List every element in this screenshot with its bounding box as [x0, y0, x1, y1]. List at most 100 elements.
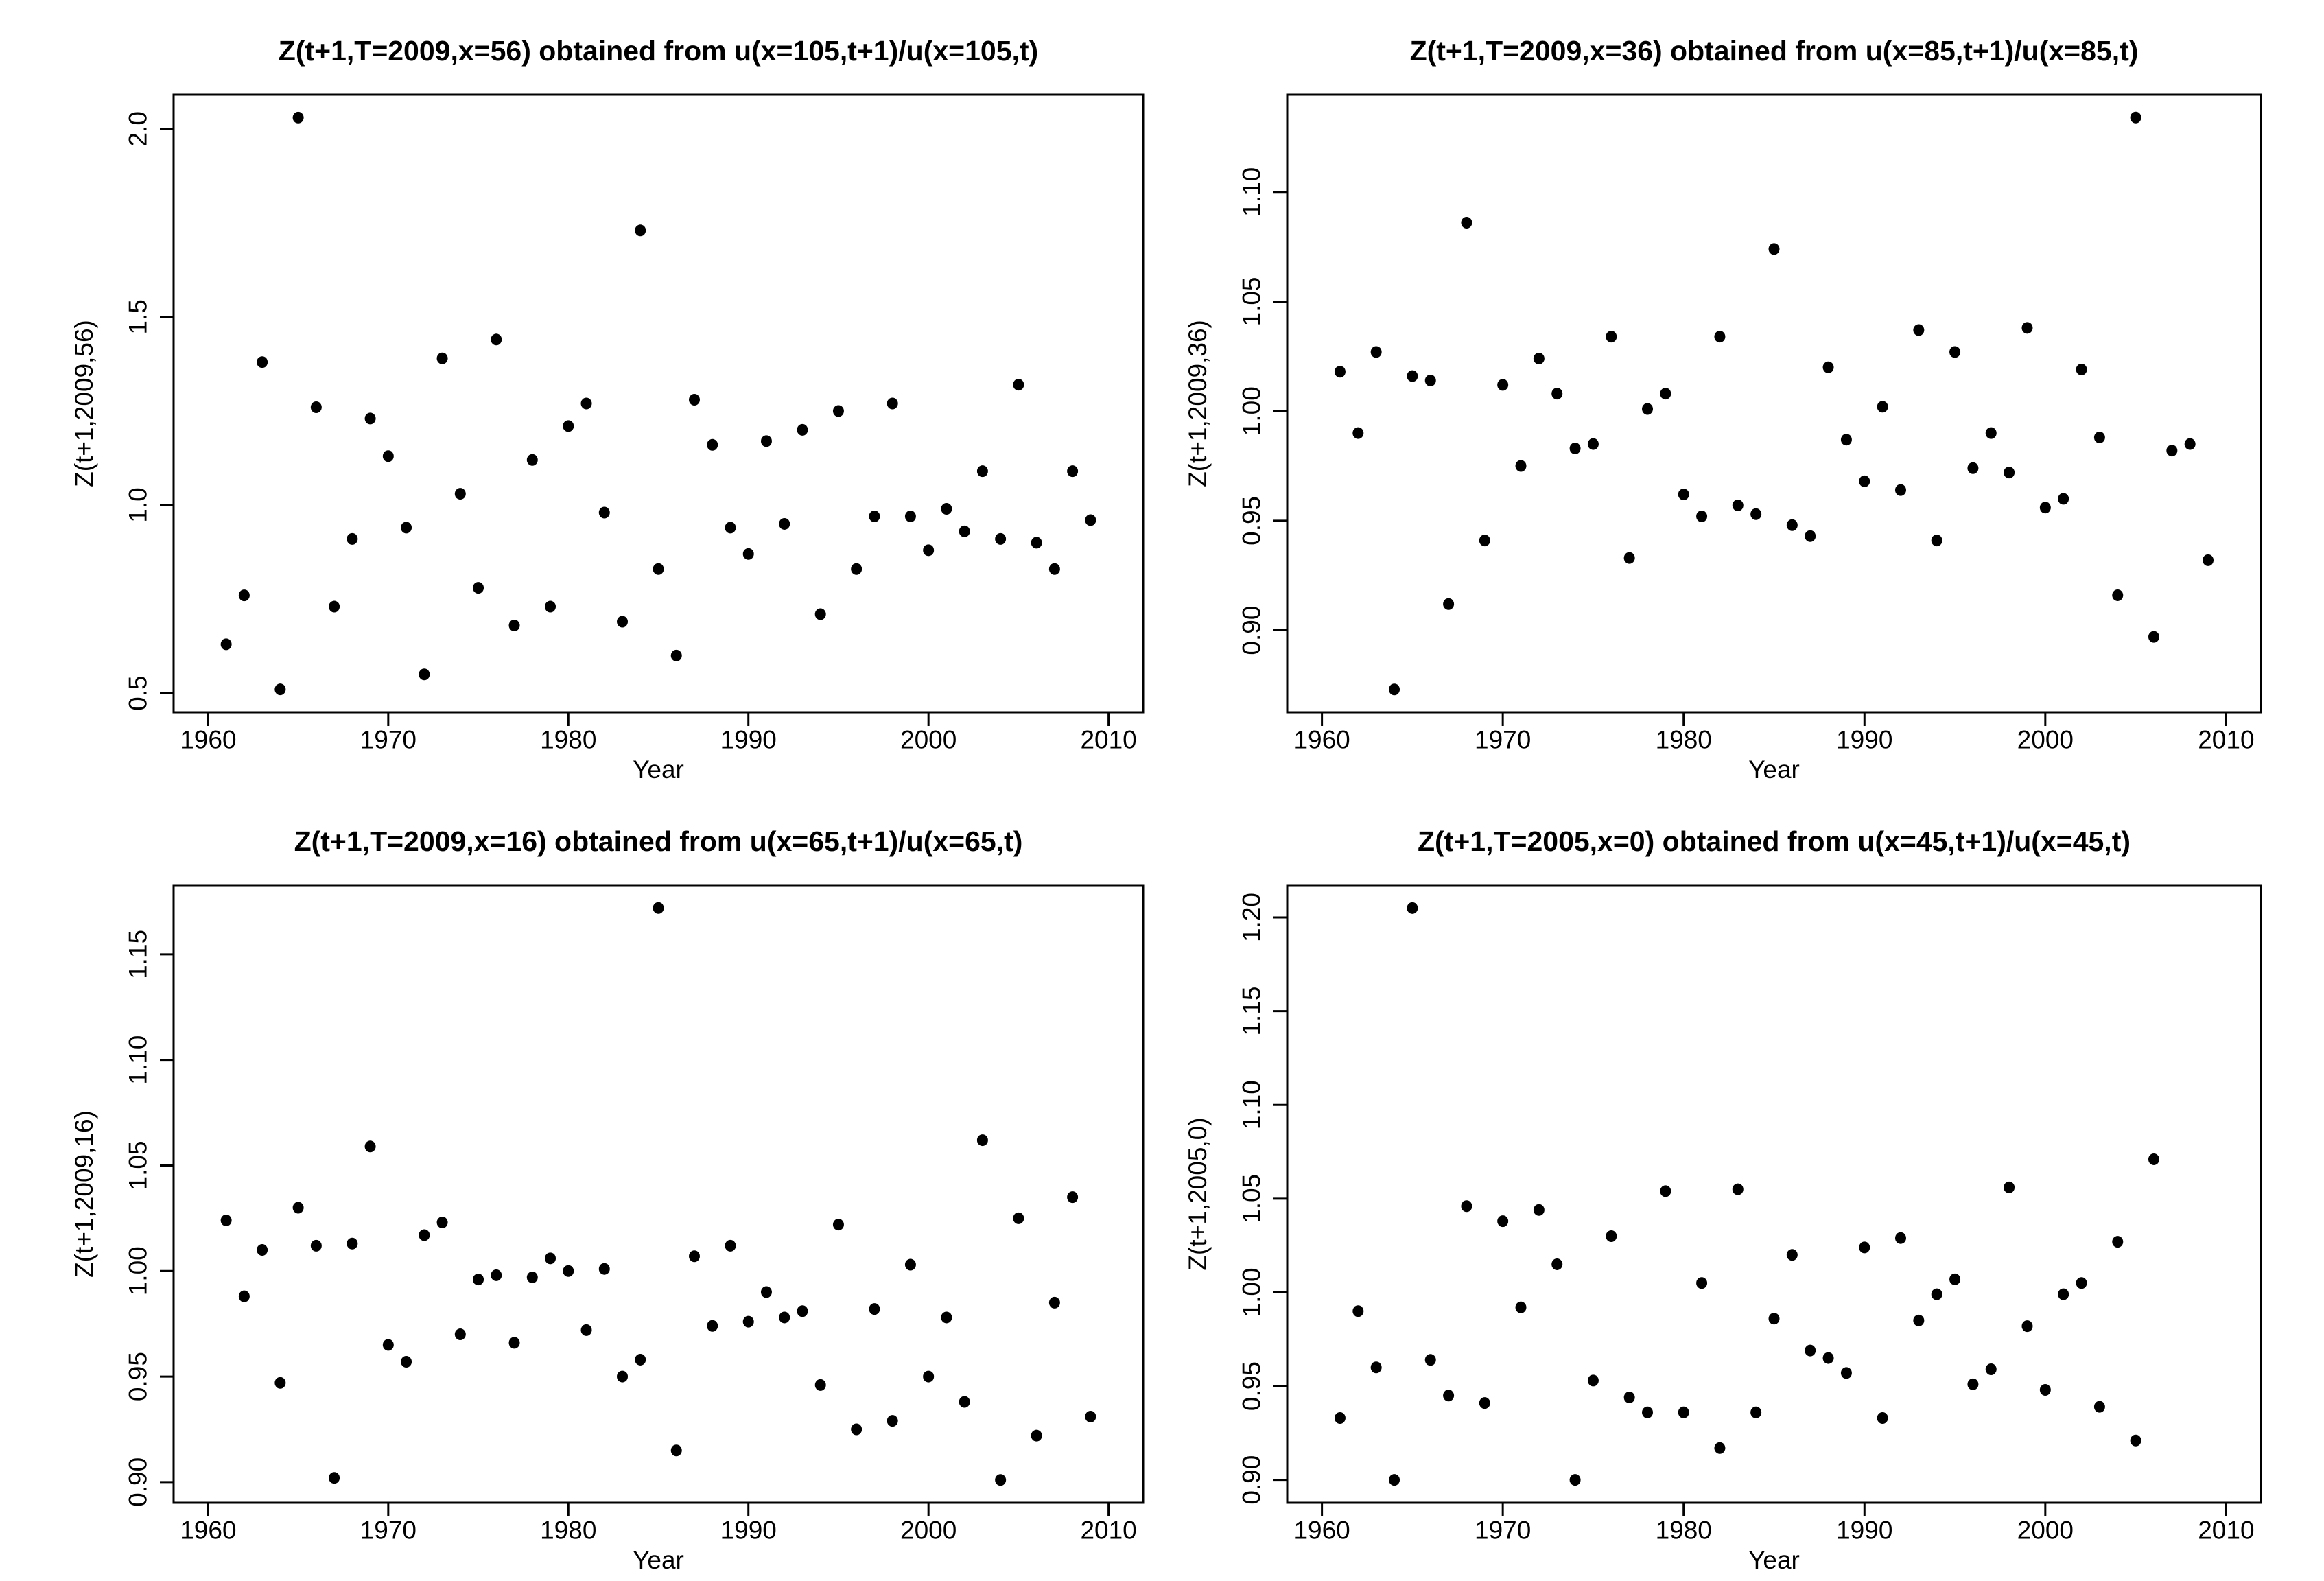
- data-point: [887, 1415, 898, 1427]
- y-tick-label: 2.0: [124, 111, 152, 146]
- data-point: [1660, 1185, 1671, 1197]
- data-point: [1479, 535, 1490, 547]
- x-axis-title: Year: [1748, 756, 1800, 784]
- data-point: [2112, 589, 2124, 601]
- data-point: [1551, 1258, 1563, 1270]
- data-point: [329, 1472, 340, 1484]
- data-point: [941, 1311, 952, 1324]
- y-tick-label: 0.95: [124, 1352, 152, 1401]
- data-point: [1334, 366, 1346, 378]
- data-point: [869, 510, 880, 522]
- data-point: [1805, 1344, 1816, 1357]
- data-point: [2058, 1288, 2069, 1300]
- data-point: [1805, 530, 1816, 542]
- plot-title: Z(t+1,T=2009,x=36) obtained from u(x=85,…: [1409, 35, 2139, 67]
- data-point: [1461, 217, 1472, 229]
- data-point: [473, 1274, 484, 1286]
- x-tick-label: 1980: [1656, 1516, 1712, 1545]
- data-point: [832, 1219, 844, 1231]
- data-point: [670, 649, 682, 661]
- data-point: [310, 401, 322, 413]
- data-point: [2184, 438, 2196, 450]
- data-point: [419, 1229, 430, 1241]
- data-point: [1840, 434, 1852, 446]
- data-point: [707, 438, 718, 451]
- plot-box: [1286, 884, 2262, 1504]
- data-point: [292, 1202, 304, 1214]
- data-point: [670, 1444, 682, 1457]
- scatter-plot-area: 1960 1970 1980 1990 2000 2010 0.90 0.95 1.00 1.05…: [1238, 93, 2262, 754]
- data-point: [688, 394, 700, 406]
- x-tick-label: 2000: [2017, 1516, 2074, 1545]
- data-point: [1949, 1273, 1961, 1285]
- scatter-panel-top-left: Z(t+1,T=2009,x=56) obtained from u(x=105…: [0, 0, 1162, 790]
- data-point: [2093, 1401, 2105, 1413]
- data-point: [1931, 1288, 1942, 1300]
- data-point: [1067, 465, 1079, 478]
- data-point: [1085, 1411, 1096, 1423]
- data-point: [1048, 563, 1060, 575]
- data-point: [1985, 1363, 1997, 1375]
- data-point: [1013, 379, 1024, 391]
- data-point: [1407, 370, 1418, 382]
- scatter-panel-top-right: Z(t+1,T=2009,x=36) obtained from u(x=85,…: [1162, 0, 2324, 790]
- data-point: [1515, 460, 1527, 472]
- y-tick-label: 0.90: [1238, 606, 1266, 655]
- data-point: [1660, 388, 1671, 400]
- data-point: [869, 1303, 880, 1315]
- plot-box: [172, 884, 1145, 1504]
- scatter-plot-area: 1960 1970 1980 1990 2000 2010 0.5 1.0 1.5 2.0: [124, 93, 1145, 754]
- data-point: [2039, 502, 2051, 514]
- data-point: [742, 1315, 754, 1328]
- data-point: [454, 1328, 466, 1341]
- data-point: [1877, 401, 1888, 413]
- x-tick-label: 1980: [540, 726, 596, 754]
- data-point: [1424, 374, 1436, 386]
- data-point: [2148, 631, 2159, 643]
- x-tick-label: 2010: [2198, 726, 2254, 754]
- plot-title: Z(t+1,T=2009,x=16) obtained from u(x=65,…: [294, 825, 1023, 857]
- scatter-panel-bottom-right: Z(t+1,T=2005,x=0) obtained from u(x=45,t…: [1162, 790, 2324, 1581]
- x-axis-title: Year: [633, 756, 684, 784]
- data-point: [760, 435, 772, 447]
- data-point: [1407, 902, 1418, 914]
- scatter-panel-bottom-left: Z(t+1,T=2009,x=16) obtained from u(x=65,…: [0, 790, 1162, 1581]
- data-point: [1031, 1429, 1042, 1442]
- data-point: [1967, 462, 1979, 474]
- data-point: [257, 1244, 268, 1256]
- data-point: [508, 1337, 520, 1349]
- data-point: [923, 544, 935, 557]
- data-point: [959, 1396, 970, 1408]
- data-point: [1370, 1361, 1382, 1374]
- data-point: [995, 532, 1007, 545]
- data-point: [2021, 322, 2033, 334]
- data-point: [238, 589, 250, 602]
- data-point: [1786, 519, 1798, 531]
- plot-box: [172, 93, 1145, 714]
- data-point: [995, 1474, 1007, 1486]
- data-point: [779, 517, 790, 530]
- data-point: [1067, 1191, 1079, 1204]
- data-point: [419, 668, 430, 681]
- data-point: [2004, 1181, 2015, 1193]
- data-point: [1967, 1378, 1979, 1390]
- data-point: [2148, 1153, 2159, 1165]
- data-point: [401, 522, 412, 534]
- data-point: [1985, 427, 1997, 439]
- scatter-plot-area: 1960 1970 1980 1990 2000 2010 0.90 0.95 1.00 1.05…: [1238, 884, 2262, 1545]
- data-point: [1370, 346, 1382, 358]
- data-point: [1931, 535, 1942, 547]
- data-point: [2076, 1277, 2087, 1289]
- x-tick-label: 1960: [180, 726, 236, 754]
- data-point: [436, 1217, 448, 1229]
- data-point: [347, 532, 358, 545]
- data-point: [797, 423, 808, 436]
- data-point: [1678, 1406, 1689, 1418]
- x-tick-label: 2000: [900, 726, 956, 754]
- data-point: [1533, 353, 1545, 365]
- data-point: [401, 1356, 412, 1368]
- data-point: [310, 1239, 322, 1252]
- data-point: [1840, 1367, 1852, 1379]
- data-point: [545, 600, 556, 613]
